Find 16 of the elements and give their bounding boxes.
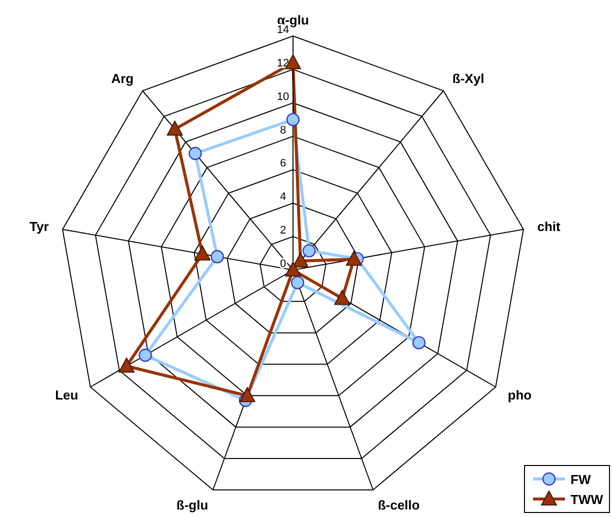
y-tick-label: 6 xyxy=(280,158,286,170)
spoke-label: ß-glu xyxy=(176,497,208,512)
spoke-label: ß-Xyl xyxy=(452,70,484,86)
y-tick-label: 4 xyxy=(280,191,286,204)
y-tick-label: 0 xyxy=(280,258,286,270)
spoke-label: Arg xyxy=(111,70,134,86)
spoke-label: chit xyxy=(537,219,562,234)
spoke-label: ß-cello xyxy=(378,497,420,512)
legend-label: FW xyxy=(570,472,591,486)
spoke-label: pho xyxy=(508,388,532,402)
y-tick-label: 2 xyxy=(280,224,286,237)
y-tick-label: 10 xyxy=(276,90,290,103)
y-tick-label: 8 xyxy=(280,124,286,136)
spoke-label: Leu xyxy=(55,388,78,402)
legend-label: TWW xyxy=(570,492,603,506)
spoke-label: Tyr xyxy=(30,219,49,234)
